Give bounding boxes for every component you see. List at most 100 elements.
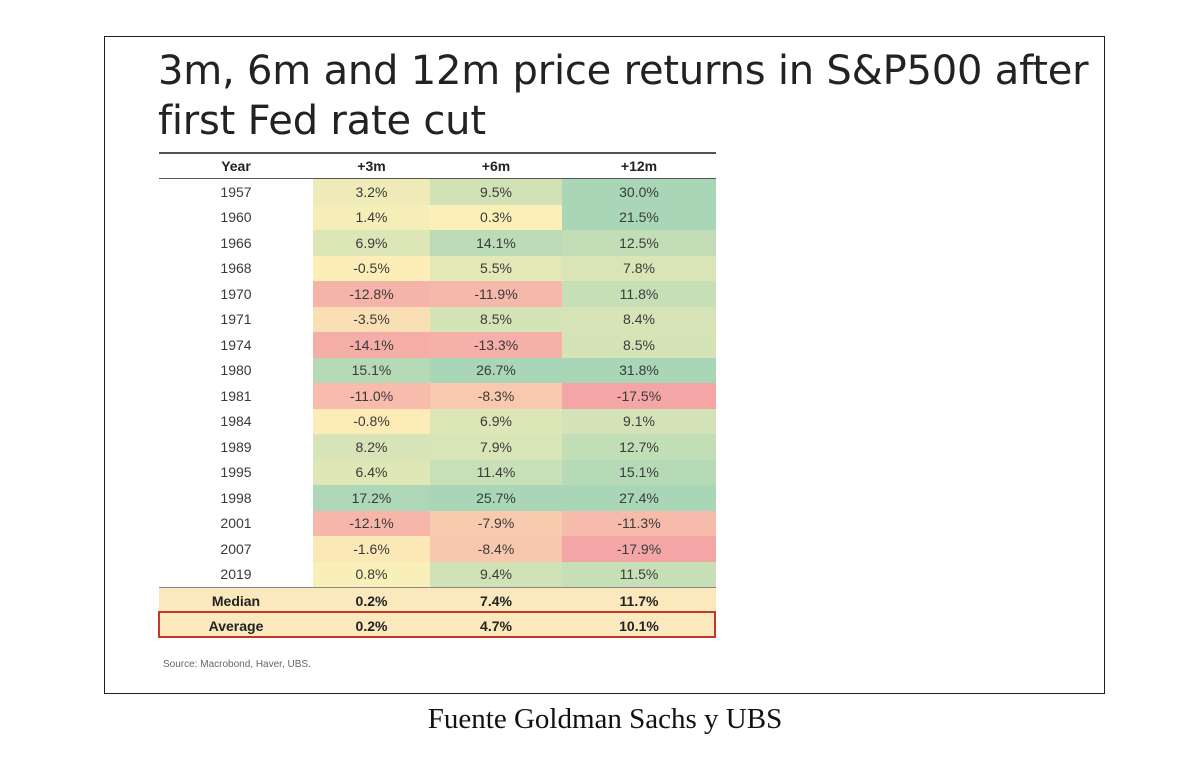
summary-cell-12m: 11.7%: [562, 587, 716, 613]
return-cell-12m: 7.8%: [562, 255, 716, 281]
return-cell-6m: -8.3%: [430, 383, 562, 409]
summary-cell-6m: 4.7%: [430, 613, 562, 638]
year-cell: 1980: [159, 357, 313, 383]
return-cell-6m: 11.4%: [430, 459, 562, 485]
return-cell-12m: -17.5%: [562, 383, 716, 409]
return-cell-12m: -11.3%: [562, 510, 716, 536]
return-cell-6m: 14.1%: [430, 230, 562, 256]
table-row: 2007 -1.6% -8.4% -17.9%: [159, 536, 716, 562]
table-row: 1981 -11.0% -8.3% -17.5%: [159, 383, 716, 409]
return-cell-6m: 9.5%: [430, 178, 562, 205]
summary-cell-3m: 0.2%: [313, 613, 430, 638]
return-cell-6m: -7.9%: [430, 510, 562, 536]
return-cell-12m: 21.5%: [562, 204, 716, 230]
year-cell: 1968: [159, 255, 313, 281]
year-cell: 2007: [159, 536, 313, 562]
summary-row-average: Average 0.2% 4.7% 10.1%: [159, 613, 716, 638]
chart-title-line-2: first Fed rate cut: [158, 98, 486, 144]
summary-cell-3m: 0.2%: [313, 587, 430, 613]
return-cell-3m: -0.8%: [313, 408, 430, 434]
return-cell-12m: 12.5%: [562, 230, 716, 256]
returns-table: Year +3m +6m +12m 1957 3.2% 9.5% 30.0% 1960 1…: [159, 152, 716, 638]
table-row: 2019 0.8% 9.4% 11.5%: [159, 561, 716, 588]
summary-label: Median: [159, 587, 313, 613]
year-cell: 1971: [159, 306, 313, 332]
year-cell: 1974: [159, 332, 313, 358]
summary-cell-12m: 10.1%: [562, 613, 716, 638]
return-cell-12m: 30.0%: [562, 178, 716, 205]
table-row: 1957 3.2% 9.5% 30.0%: [159, 178, 716, 205]
table-row: 1966 6.9% 14.1% 12.5%: [159, 230, 716, 256]
return-cell-6m: 25.7%: [430, 485, 562, 511]
table-row: 1995 6.4% 11.4% 15.1%: [159, 459, 716, 485]
year-cell: 2019: [159, 561, 313, 588]
return-cell-12m: 15.1%: [562, 459, 716, 485]
return-cell-6m: -13.3%: [430, 332, 562, 358]
column-header-3m: +3m: [313, 152, 430, 179]
year-cell: 1957: [159, 178, 313, 205]
return-cell-6m: 9.4%: [430, 561, 562, 588]
return-cell-12m: 8.4%: [562, 306, 716, 332]
return-cell-12m: 12.7%: [562, 434, 716, 460]
table-row: 1970 -12.8% -11.9% 11.8%: [159, 281, 716, 307]
return-cell-6m: -11.9%: [430, 281, 562, 307]
year-cell: 1966: [159, 230, 313, 256]
return-cell-3m: -14.1%: [313, 332, 430, 358]
year-cell: 1970: [159, 281, 313, 307]
return-cell-3m: 1.4%: [313, 204, 430, 230]
table-row: 1960 1.4% 0.3% 21.5%: [159, 204, 716, 230]
table-row: 2001 -12.1% -7.9% -11.3%: [159, 510, 716, 536]
return-cell-12m: -17.9%: [562, 536, 716, 562]
year-cell: 2001: [159, 510, 313, 536]
summary-label: Average: [159, 613, 313, 638]
return-cell-12m: 27.4%: [562, 485, 716, 511]
table-body: 1957 3.2% 9.5% 30.0% 1960 1.4% 0.3% 21.5% 1966 6.…: [159, 178, 716, 638]
summary-row-median: Median 0.2% 7.4% 11.7%: [159, 587, 716, 613]
column-header-12m: +12m: [562, 152, 716, 179]
return-cell-6m: 5.5%: [430, 255, 562, 281]
chart-title: 3m, 6m and 12m price returns in S&P500 a…: [158, 46, 1118, 146]
return-cell-3m: -1.6%: [313, 536, 430, 562]
return-cell-6m: 0.3%: [430, 204, 562, 230]
year-cell: 1981: [159, 383, 313, 409]
summary-cell-6m: 7.4%: [430, 587, 562, 613]
return-cell-3m: 15.1%: [313, 357, 430, 383]
header-row: Year +3m +6m +12m: [159, 152, 716, 179]
return-cell-3m: 3.2%: [313, 178, 430, 205]
return-cell-6m: 6.9%: [430, 408, 562, 434]
return-cell-6m: 7.9%: [430, 434, 562, 460]
table-row: 1984 -0.8% 6.9% 9.1%: [159, 408, 716, 434]
column-header-6m: +6m: [430, 152, 562, 179]
return-cell-3m: 6.4%: [313, 459, 430, 485]
return-cell-3m: 8.2%: [313, 434, 430, 460]
year-cell: 1998: [159, 485, 313, 511]
table-row: 1968 -0.5% 5.5% 7.8%: [159, 255, 716, 281]
return-cell-6m: -8.4%: [430, 536, 562, 562]
return-cell-3m: 0.8%: [313, 561, 430, 588]
return-cell-12m: 31.8%: [562, 357, 716, 383]
return-cell-3m: 17.2%: [313, 485, 430, 511]
chart-title-line-1: 3m, 6m and 12m price returns in S&P500 a…: [158, 48, 1089, 94]
source-note: Source: Macrobond, Haver, UBS.: [163, 659, 311, 670]
year-cell: 1960: [159, 204, 313, 230]
return-cell-12m: 8.5%: [562, 332, 716, 358]
return-cell-3m: -12.1%: [313, 510, 430, 536]
return-cell-12m: 9.1%: [562, 408, 716, 434]
year-cell: 1984: [159, 408, 313, 434]
year-cell: 1995: [159, 459, 313, 485]
return-cell-3m: -3.5%: [313, 306, 430, 332]
return-cell-6m: 8.5%: [430, 306, 562, 332]
table-row: 1980 15.1% 26.7% 31.8%: [159, 357, 716, 383]
return-cell-12m: 11.5%: [562, 561, 716, 588]
return-cell-3m: -0.5%: [313, 255, 430, 281]
table-row: 1974 -14.1% -13.3% 8.5%: [159, 332, 716, 358]
figure-caption: Fuente Goldman Sachs y UBS: [427, 703, 783, 735]
table-row: 1971 -3.5% 8.5% 8.4%: [159, 306, 716, 332]
table-row: 1998 17.2% 25.7% 27.4%: [159, 485, 716, 511]
return-cell-3m: 6.9%: [313, 230, 430, 256]
return-cell-12m: 11.8%: [562, 281, 716, 307]
year-cell: 1989: [159, 434, 313, 460]
return-cell-3m: -11.0%: [313, 383, 430, 409]
table-row: 1989 8.2% 7.9% 12.7%: [159, 434, 716, 460]
return-cell-6m: 26.7%: [430, 357, 562, 383]
